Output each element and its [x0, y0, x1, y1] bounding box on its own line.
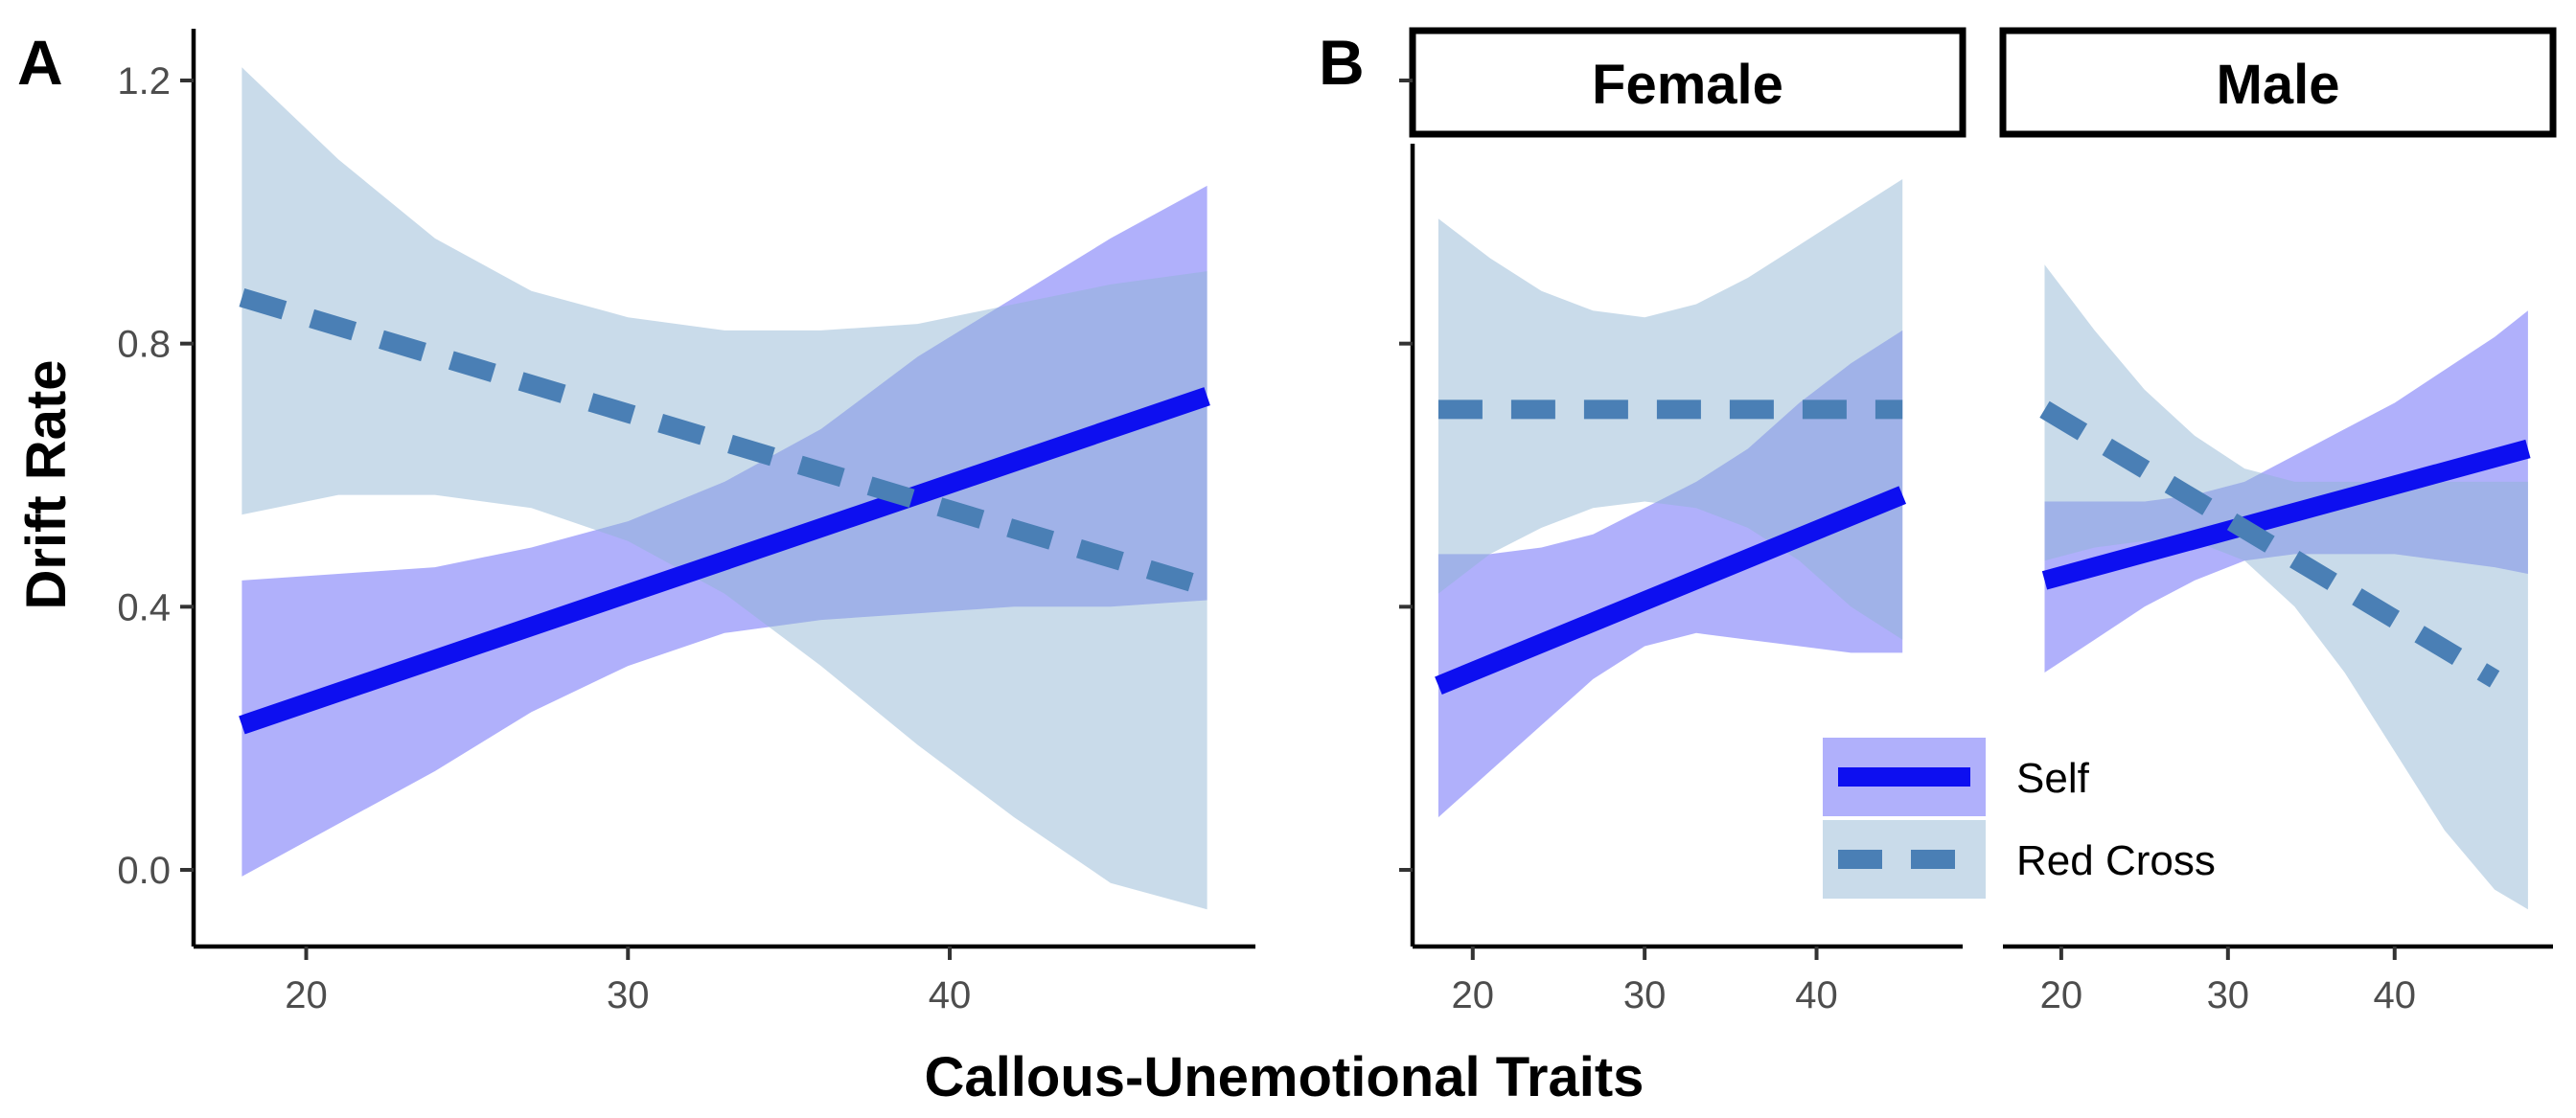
- panel-a-tag: A: [17, 27, 63, 98]
- series-line-self: [239, 387, 1210, 735]
- facet-strip-male: [1999, 27, 2557, 138]
- ci-band-self: [1438, 330, 1903, 818]
- panel-b-female-plot: 20 30 40: [1399, 79, 1963, 1016]
- y-tick-label: 0.0: [117, 850, 171, 892]
- y-tick-label: 1.2: [117, 60, 171, 103]
- ci-band-self: [242, 185, 1208, 877]
- x-tick-label: 40: [1795, 974, 1838, 1016]
- y-tick-label: 0.4: [117, 586, 171, 628]
- x-tick-label: 20: [285, 974, 328, 1016]
- x-tick-label: 30: [2207, 974, 2250, 1016]
- facet-label-male: Male: [2217, 54, 2340, 116]
- x-tick-label: 40: [2374, 974, 2417, 1016]
- ci-band-self: [2044, 310, 2528, 673]
- x-tick-label: 20: [2040, 974, 2083, 1016]
- x-tick-label: 20: [1452, 974, 1495, 1016]
- x-axis-title: Callous-Unemotional Traits: [925, 1046, 1644, 1108]
- panel-b-tag: B: [1319, 27, 1365, 98]
- ci-band-redcross: [2044, 264, 2528, 910]
- panel-a-plot: 0.0 0.4 0.8 1.2 20 30 40: [117, 29, 1255, 1016]
- ci-band-redcross: [242, 67, 1208, 910]
- legend-label-redcross: Red Cross: [2016, 837, 2216, 884]
- panel-b-male-plot: 20 30 40: [2003, 264, 2553, 1016]
- x-tick-label: 30: [607, 974, 650, 1016]
- facet-label-female: Female: [1592, 54, 1783, 116]
- series-line-redcross: [2039, 400, 2500, 688]
- series-line-self: [2041, 439, 2531, 590]
- y-axis-title: Drift Rate: [15, 359, 78, 609]
- x-tick-label: 40: [929, 974, 972, 1016]
- y-tick-label: 0.8: [117, 324, 171, 366]
- series-line-redcross: [239, 288, 1210, 597]
- series-line-self: [1435, 486, 1907, 695]
- x-tick-label: 30: [1623, 974, 1667, 1016]
- legend: Self Red Cross: [1823, 738, 2216, 899]
- legend-label-self: Self: [2016, 755, 2090, 802]
